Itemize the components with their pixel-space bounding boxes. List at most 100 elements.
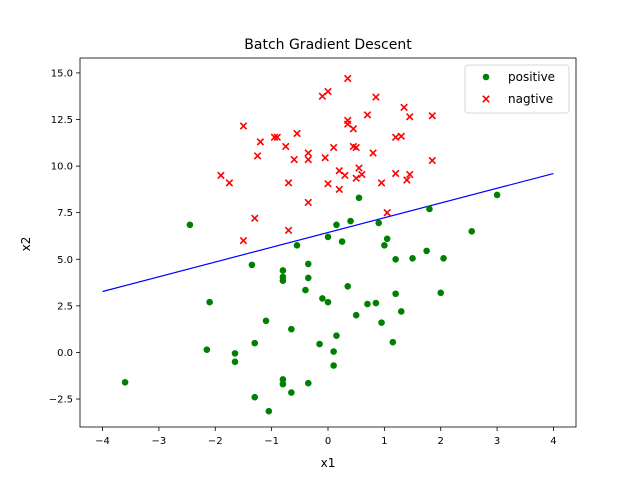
data-point: [363, 111, 372, 119]
data-point: [383, 235, 391, 243]
data-point: [428, 112, 437, 120]
data-point: [341, 171, 349, 180]
data-point: [426, 205, 433, 213]
y-tick-label: 15.0: [51, 68, 73, 79]
x-tick-label: 3: [494, 436, 500, 447]
data-point: [392, 290, 399, 298]
data-point: [333, 332, 340, 339]
data-point: [355, 194, 363, 202]
data-point: [428, 156, 437, 165]
data-point: [231, 358, 239, 366]
data-point: [304, 155, 313, 164]
data-point: [409, 255, 416, 262]
data-point: [338, 238, 346, 245]
legend: positive nagtive: [464, 64, 570, 114]
y-tick-label: 2.5: [57, 301, 73, 312]
data-point: [279, 267, 287, 274]
x-tick-label: 0: [325, 436, 331, 447]
y-tick-label: 0.0: [57, 348, 73, 359]
data-point: [423, 247, 430, 255]
legend-marker: [482, 95, 490, 103]
legend-label: positive: [508, 70, 555, 84]
y-tick-label: 10.0: [51, 162, 73, 173]
data-point: [273, 133, 282, 141]
data-point: [206, 298, 213, 306]
legend-box: [464, 64, 570, 114]
data-point: [440, 255, 447, 262]
data-point: [281, 142, 290, 151]
data-point: [253, 152, 262, 160]
data-point: [372, 93, 380, 101]
legend-marker: [482, 73, 490, 81]
data-point: [378, 319, 385, 326]
x-tick-label: 4: [550, 436, 556, 447]
legend-label: nagtive: [508, 92, 553, 106]
data-point: [372, 299, 380, 307]
x-tick-label: −3: [152, 436, 167, 447]
x-tick-label: −4: [95, 436, 110, 447]
data-point: [203, 346, 211, 353]
data-point: [304, 260, 312, 268]
data-point: [284, 179, 293, 187]
data-point: [335, 185, 344, 194]
data-point: [288, 389, 295, 396]
data-point: [316, 340, 323, 348]
data-point: [290, 155, 298, 164]
data-point: [262, 317, 270, 325]
data-point: [400, 103, 408, 112]
data-point: [270, 133, 279, 141]
data-point: [391, 133, 400, 141]
data-point: [239, 122, 248, 130]
y-tick-label: 7.5: [57, 208, 73, 219]
data-point: [304, 379, 312, 387]
data-point: [392, 255, 399, 263]
data-point: [364, 300, 371, 308]
x-axis: −4 −3 −2 −1 0 1 2 3 4: [95, 427, 557, 447]
y-tick-label: 5.0: [57, 255, 73, 266]
data-point: [279, 277, 287, 285]
x-tick-label: 2: [438, 436, 444, 447]
data-point: [231, 350, 239, 357]
data-point: [347, 217, 354, 225]
data-point: [493, 191, 501, 199]
data-point: [330, 348, 337, 355]
data-point: [405, 170, 414, 179]
data-point: [352, 143, 360, 152]
data-point: [389, 338, 397, 346]
data-point: [319, 295, 326, 302]
data-point: [355, 164, 363, 172]
data-point: [324, 298, 332, 306]
data-point: [324, 180, 332, 188]
data-point: [217, 171, 225, 180]
y-tick-label: −2.5: [49, 395, 73, 406]
data-point: [391, 169, 400, 178]
data-point: [352, 311, 360, 319]
data-point: [251, 393, 259, 401]
data-point: [284, 226, 293, 235]
data-point: [377, 179, 386, 187]
series-positive: [121, 191, 501, 415]
decision-boundary-line: [102, 172, 554, 293]
data-point: [375, 219, 383, 227]
data-point: [279, 380, 287, 388]
chart-title: Batch Gradient Descent: [244, 37, 412, 53]
series-nagtive: [217, 74, 437, 245]
y-tick-label: 12.5: [51, 115, 73, 126]
data-point: [405, 112, 414, 121]
data-point: [293, 129, 301, 138]
data-point: [403, 176, 411, 184]
data-point: [352, 174, 360, 182]
data-point: [397, 132, 406, 141]
x-axis-label: x1: [321, 456, 336, 470]
data-point: [239, 236, 248, 245]
data-point: [330, 362, 337, 369]
data-point: [333, 221, 340, 229]
data-point: [343, 74, 352, 83]
data-point: [251, 339, 259, 347]
data-point: [381, 241, 388, 249]
x-tick-label: 1: [381, 436, 387, 447]
data-point: [293, 241, 301, 249]
data-point: [329, 143, 338, 152]
data-point: [225, 179, 234, 187]
data-point: [304, 149, 313, 157]
